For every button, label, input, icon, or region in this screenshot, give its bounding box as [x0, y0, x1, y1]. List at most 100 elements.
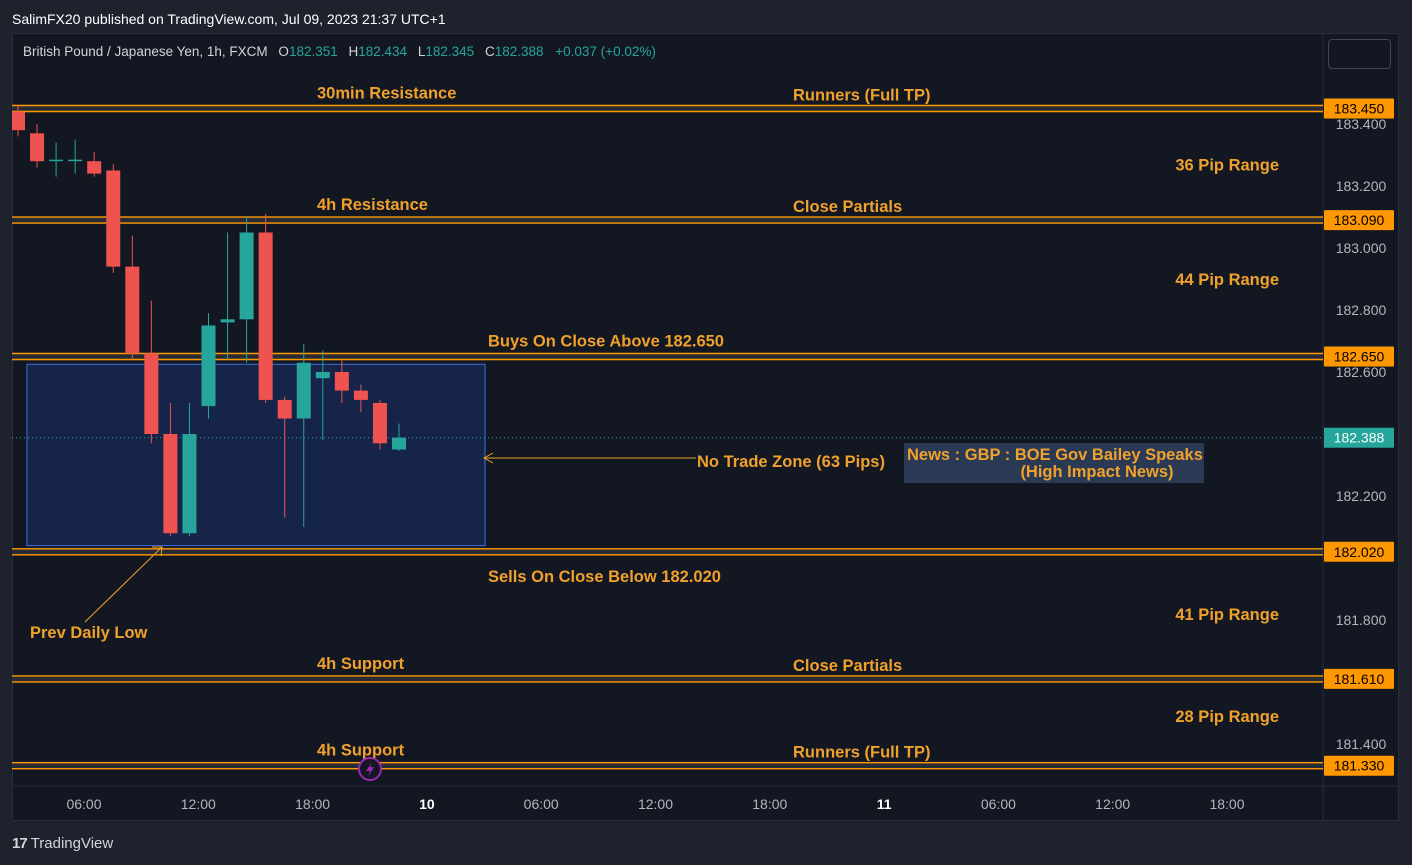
y-tick-label: 183.400 [1336, 116, 1387, 132]
price-tag-label: 182.650 [1334, 349, 1385, 365]
x-tick-label: 12:00 [638, 796, 673, 812]
level-band [12, 674, 1323, 683]
candle-body[interactable] [239, 232, 254, 320]
level-right-label: Close Partials [793, 657, 902, 675]
level-band [12, 761, 1323, 770]
level-left-label: 4h Support [317, 655, 405, 673]
x-tick-label: 11 [877, 796, 892, 812]
level-left-label: 4h Support [317, 742, 405, 760]
y-tick-label: 182.800 [1336, 302, 1387, 318]
sell-condition-label: Sells On Close Below 182.020 [488, 568, 721, 586]
last-price-tag-label: 182.388 [1334, 430, 1385, 446]
y-tick-label: 183.200 [1336, 178, 1387, 194]
arrow-head-icon [152, 546, 163, 557]
price-tag-label: 183.090 [1334, 212, 1385, 228]
chart-toggle-button[interactable] [1328, 39, 1391, 69]
candle-body[interactable] [201, 325, 216, 407]
high-value: 182.434 [358, 44, 408, 59]
published-header: SalimFX20 published on TradingView.com, … [12, 8, 446, 30]
price-tag-label: 181.330 [1334, 758, 1385, 774]
candle-body[interactable] [68, 159, 83, 162]
price-tag [1324, 541, 1394, 562]
candle-body[interactable] [12, 111, 25, 131]
candle-body[interactable] [315, 372, 330, 379]
footer-branding[interactable]: 17 TradingView [12, 834, 113, 854]
candle-body[interactable] [49, 159, 64, 162]
pip-range-label: 41 Pip Range [1175, 606, 1279, 624]
tradingview-logo-icon: 17 [12, 835, 28, 852]
no-trade-zone-box[interactable] [26, 363, 486, 547]
candle-body[interactable] [334, 372, 349, 391]
low-value: 182.345 [425, 44, 475, 59]
y-tick-label: 182.200 [1336, 488, 1387, 504]
change-value: +0.037 (+0.02%) [555, 44, 656, 59]
price-tag-label: 181.610 [1334, 671, 1385, 687]
candle-body[interactable] [392, 437, 406, 450]
x-tick-label: 06:00 [524, 796, 559, 812]
price-tag [1324, 668, 1394, 689]
x-tick-label: 10 [419, 796, 435, 812]
y-tick-label: 181.400 [1336, 736, 1387, 752]
arrow-head-icon [482, 452, 494, 464]
level-band [12, 104, 1323, 113]
chart-frame [12, 33, 1399, 821]
x-tick-label: 12:00 [181, 796, 216, 812]
price-tag [1324, 755, 1394, 776]
high-label: H [348, 44, 359, 59]
last-price-tag [1324, 427, 1394, 448]
close-value: 182.388 [494, 44, 544, 59]
candle-body[interactable] [125, 266, 140, 354]
x-tick-label: 12:00 [1095, 796, 1130, 812]
level-band [12, 216, 1323, 225]
lightning-icon [366, 762, 374, 777]
candle-body[interactable] [220, 319, 235, 323]
y-tick-label: 182.600 [1336, 364, 1387, 380]
x-tick-label: 18:00 [295, 796, 330, 812]
candle-body[interactable] [353, 390, 368, 400]
candle-body[interactable] [258, 232, 273, 400]
buy-condition-label: Buys On Close Above 182.650 [488, 333, 724, 351]
price-tag [1324, 98, 1394, 119]
candle-body[interactable] [163, 434, 178, 534]
open-label: O [278, 44, 289, 59]
x-tick-label: 06:00 [66, 796, 101, 812]
level-band [12, 352, 1323, 361]
candle-body[interactable] [87, 161, 102, 174]
price-tag [1324, 346, 1394, 367]
open-value: 182.351 [288, 44, 338, 59]
pip-range-label: 36 Pip Range [1175, 156, 1279, 174]
y-tick-label: 181.800 [1336, 612, 1387, 628]
candle-body[interactable] [106, 170, 121, 267]
symbol-legend: British Pound / Japanese Yen, 1h, FXCM O… [23, 44, 656, 59]
chart-canvas[interactable]: 183.400 183.200 183.000 182.800 182.600 182.2… [12, 33, 1399, 821]
candle-body[interactable] [277, 399, 292, 419]
y-tick-label: 183.000 [1336, 240, 1387, 256]
news-box[interactable] [904, 443, 1204, 483]
level-left-label: 30min Resistance [317, 85, 456, 103]
close-label: C [484, 44, 495, 59]
x-tick-label: 06:00 [981, 796, 1016, 812]
level-right-label: Runners (Full TP) [793, 87, 931, 105]
candle-body[interactable] [30, 133, 45, 162]
x-tick-label: 18:00 [1209, 796, 1244, 812]
prev-daily-low-arrow [84, 546, 163, 623]
candle-body[interactable] [144, 353, 159, 434]
news-line-2: (High Impact News) [1020, 463, 1173, 481]
level-right-label: Runners (Full TP) [793, 744, 931, 762]
level-left-label: 4h Resistance [317, 196, 428, 214]
no-trade-zone-label: No Trade Zone (63 Pips) [697, 453, 885, 471]
tradingview-brand: TradingView [30, 835, 114, 852]
pip-range-label: 44 Pip Range [1175, 271, 1279, 289]
price-tag [1324, 210, 1394, 231]
candle-body[interactable] [296, 362, 311, 419]
symbol-name: British Pound / Japanese Yen, 1h, FXCM [23, 44, 268, 59]
low-label: L [417, 44, 426, 59]
news-line-1: News : GBP : BOE Gov Bailey Speaks [907, 446, 1203, 464]
x-tick-label: 18:00 [752, 796, 787, 812]
pip-range-label: 28 Pip Range [1175, 708, 1279, 726]
price-tag-label: 182.020 [1334, 544, 1385, 560]
candle-body[interactable] [182, 434, 197, 534]
price-tag-label: 183.450 [1334, 101, 1385, 117]
level-right-label: Close Partials [793, 198, 902, 216]
candle-body[interactable] [372, 403, 387, 444]
